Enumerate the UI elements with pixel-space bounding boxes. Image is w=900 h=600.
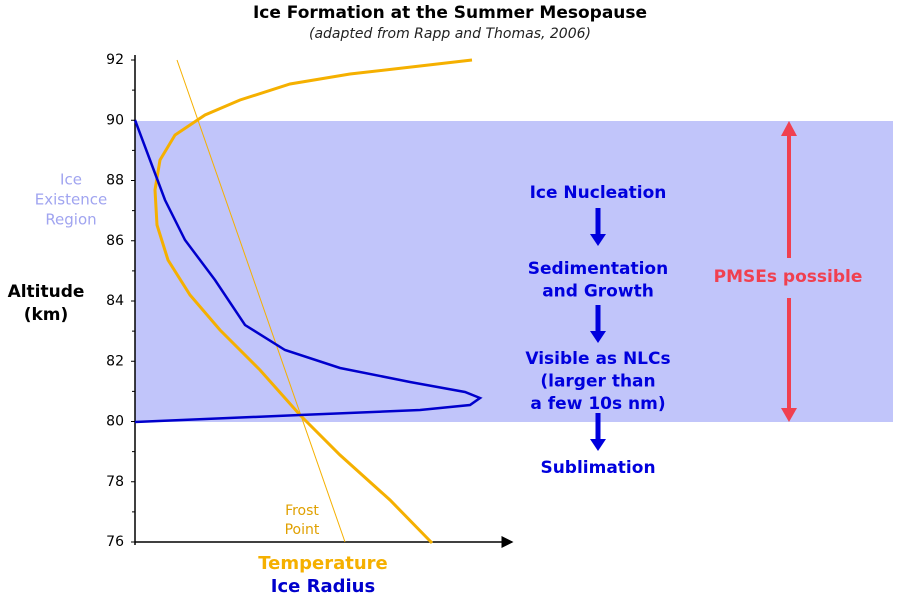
step-label: (larger than	[540, 372, 655, 392]
y-tick-label: 80	[106, 414, 124, 430]
y-tick-label: 76	[106, 534, 124, 550]
y-tick-label: 84	[106, 293, 124, 309]
pmse-arrow	[781, 121, 797, 422]
pmse-label: PMSEs possible	[714, 267, 863, 287]
ice-radius-curve	[133, 119, 483, 424]
y-tick-label: 78	[106, 474, 124, 490]
y-tick-label: 92	[106, 52, 124, 68]
y-axis-label: Altitude	[8, 282, 85, 302]
frost-point-line	[176, 59, 346, 543]
x-axis-label: Ice Radius	[271, 576, 375, 597]
region-label: Ice	[60, 171, 82, 189]
region-label: Existence	[35, 191, 107, 209]
y-tick-label: 90	[106, 112, 124, 128]
step-label: a few 10s nm)	[530, 394, 665, 414]
step-label: Sedimentation	[528, 259, 668, 279]
x-axis-label: Temperature	[258, 553, 387, 574]
step-label: and Growth	[542, 282, 654, 302]
step-label: Sublimation	[540, 458, 655, 478]
title: Ice Formation at the Summer Mesopause	[253, 3, 647, 23]
y-tick-label: 86	[106, 233, 124, 249]
temperature-curve	[153, 58, 473, 545]
y-tick-label: 88	[106, 173, 124, 189]
y-tick-label: 82	[106, 353, 124, 369]
y-axis-label: (km)	[24, 305, 69, 325]
step-label: Visible as NLCs	[525, 349, 670, 369]
step-label: Ice Nucleation	[530, 183, 667, 203]
frost-label: Frost	[285, 503, 319, 519]
frost-label: Point	[285, 522, 320, 538]
region-label: Region	[45, 211, 96, 229]
subtitle: (adapted from Rapp and Thomas, 2006)	[309, 26, 591, 42]
flow-arrows	[590, 208, 606, 451]
